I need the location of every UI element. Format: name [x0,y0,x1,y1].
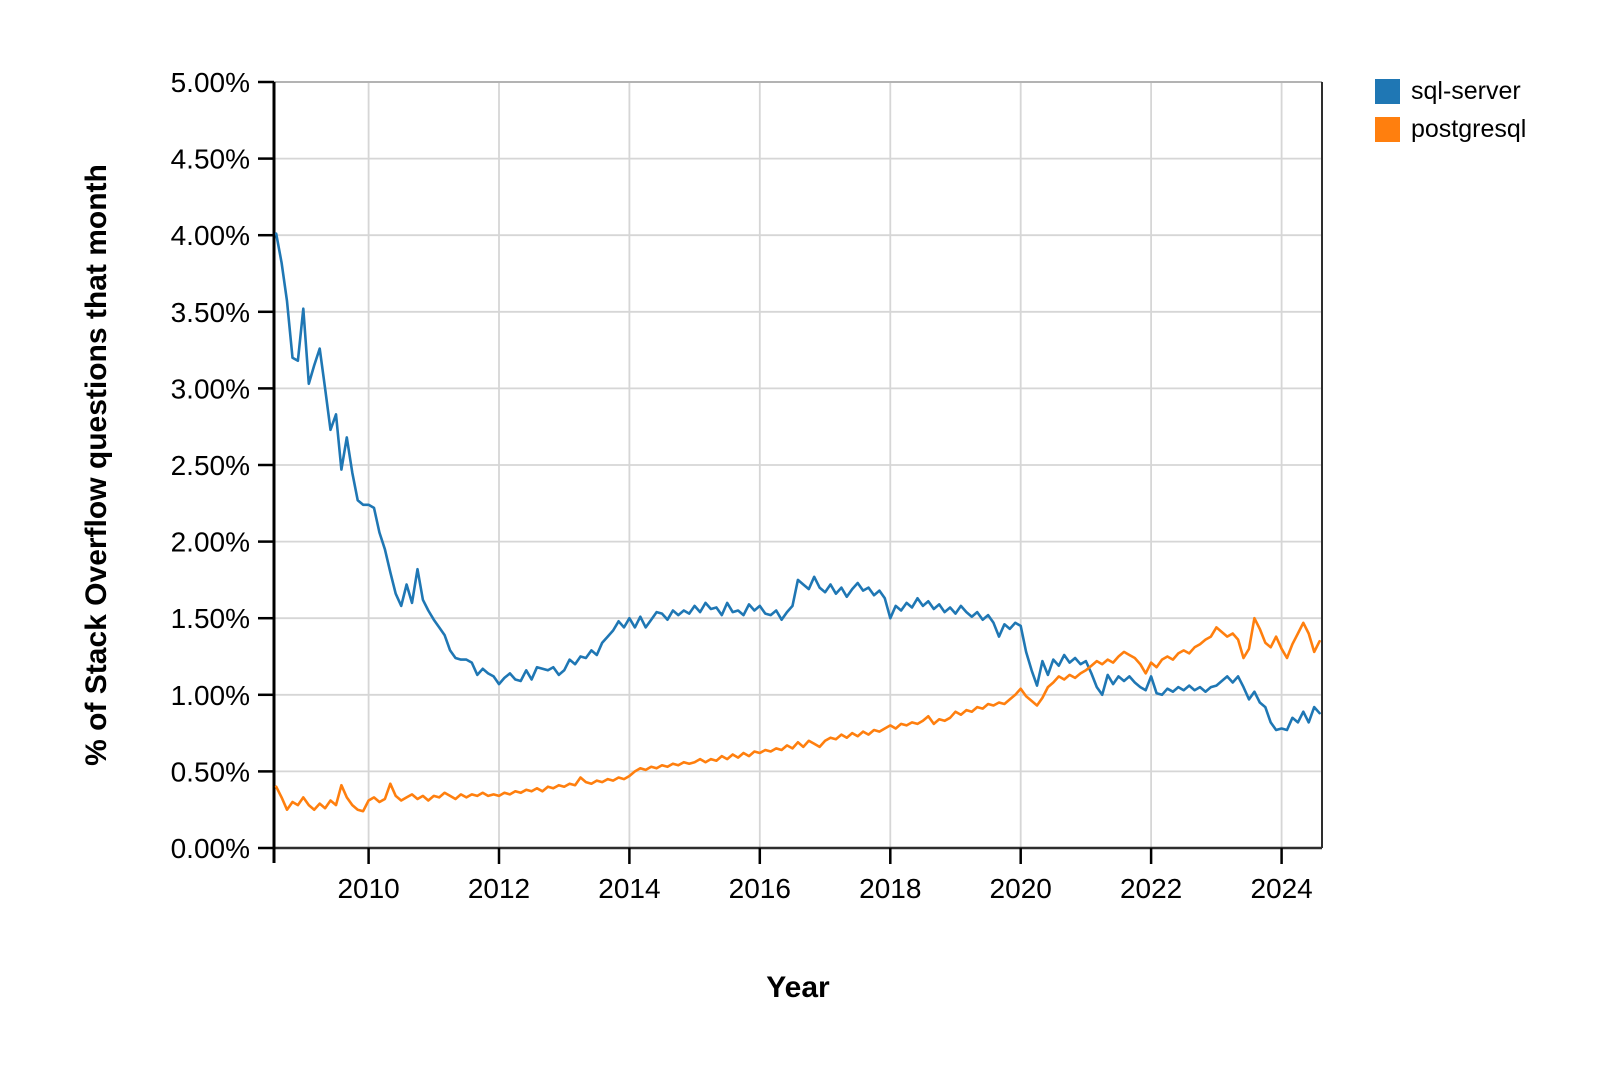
legend-label-sql-server: sql-server [1411,77,1521,105]
legend: sql-server postgresql [1375,79,1526,155]
y-tick-label: 3.00% [171,373,250,404]
y-tick-label: 0.00% [171,833,250,864]
x-tick-label: 2022 [1120,873,1182,904]
y-tick-label: 0.50% [171,756,250,787]
x-tick-label: 2020 [990,873,1052,904]
legend-label-postgresql: postgresql [1411,115,1527,143]
x-tick-label: 2012 [468,873,530,904]
y-tick-label: 4.50% [171,144,250,175]
y-tick-label: 2.50% [171,450,250,481]
legend-item-sql-server: sql-server [1375,79,1526,104]
y-tick-label: 1.50% [171,603,250,634]
y-tick-label: 2.00% [171,527,250,558]
y-axis-title: % of Stack Overflow questions that month [80,164,113,766]
legend-swatch-sql-server-icon [1375,79,1400,104]
legend-swatch-postgresql-icon [1375,117,1400,142]
y-tick-label: 4.00% [171,220,250,251]
series-line-sql-server [274,232,1321,732]
y-tick-label: 5.00% [171,67,250,98]
x-tick-label: 2016 [729,873,791,904]
series-line-postgresql [274,616,1321,813]
x-tick-label: 2014 [598,873,660,904]
x-axis-title: Year [766,971,830,1004]
x-tick-label: 2010 [337,873,399,904]
y-tick-label: 3.50% [171,297,250,328]
legend-item-postgresql: postgresql [1375,117,1526,142]
y-tick-label: 1.00% [171,680,250,711]
x-tick-label: 2018 [859,873,921,904]
x-tick-label: 2024 [1250,873,1312,904]
